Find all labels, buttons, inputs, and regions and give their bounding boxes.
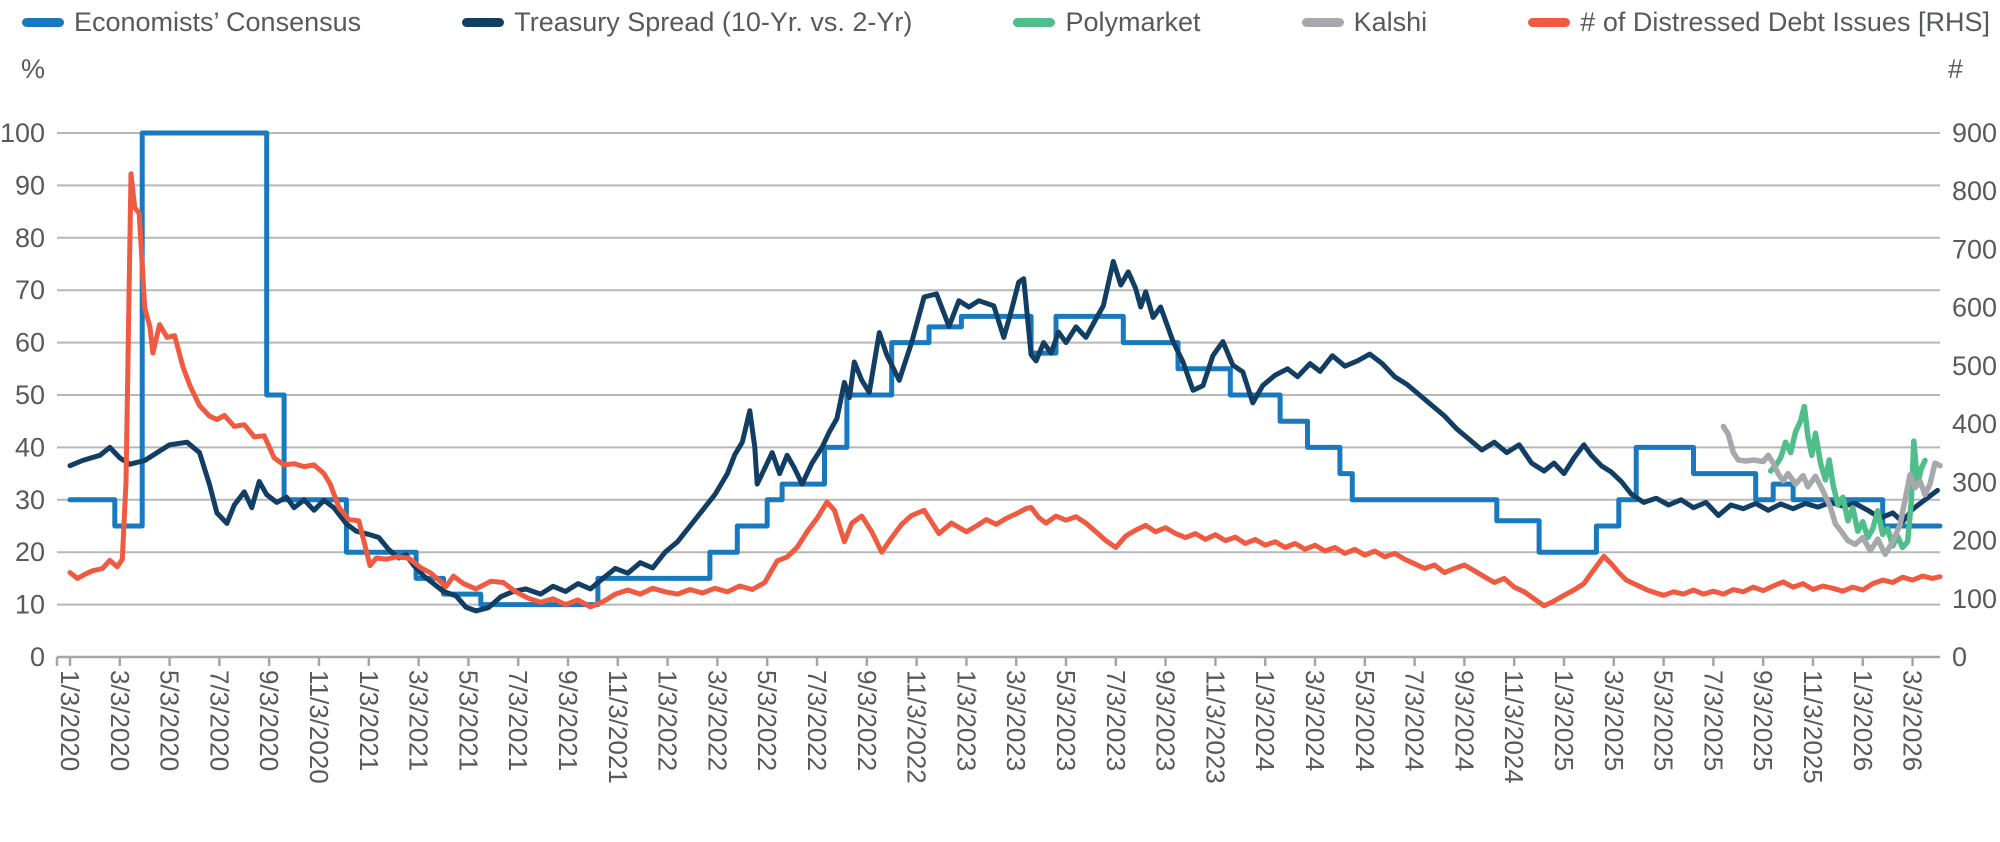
series-kalshi [1720,423,1943,558]
legend-label: # of Distressed Debt Issues [RHS] [1580,6,1990,37]
y-axis-left-label: 30 [15,485,45,515]
x-axis-label: 9/3/2025 [1748,670,1778,771]
x-axis-label: 3/3/2024 [1300,670,1330,771]
y-axis-left-label: 40 [15,432,45,462]
x-axis-label: 11/3/2022 [902,670,932,784]
x-axis-label: 3/3/2026 [1898,670,1928,771]
y-axis-right-label: 100 [1952,584,1997,614]
series-of-distressed-debt-issues-rhs [67,171,1943,610]
x-axis-label: 9/3/2020 [254,670,284,771]
x-axis-label: 3/3/2025 [1599,670,1629,771]
legend-swatch-icon [1013,17,1056,27]
x-axis-label: 1/3/2026 [1848,670,1878,771]
x-axis-label: 7/3/2023 [1101,670,1131,771]
x-axis-label: 11/3/2020 [304,670,334,784]
y-axis-left-label: 50 [15,380,45,410]
y-axis-left-label: 80 [15,223,45,253]
x-axis-label: 9/3/2024 [1449,670,1479,771]
x-axis-label: 9/3/2021 [553,670,583,771]
x-axis-label: 7/3/2025 [1698,670,1728,771]
legend-label: Polymarket [1065,6,1201,37]
x-axis-label: 1/3/2023 [951,670,981,771]
x-axis-label: 1/3/2020 [55,670,85,771]
x-axis-label: 1/3/2022 [653,670,683,771]
series-treasury-spread-10-yr-vs-2-yr [67,258,1940,614]
x-axis-label: 9/3/2022 [852,670,882,771]
x-axis-label: 7/3/2022 [802,670,832,771]
x-axis-label: 5/3/2021 [453,670,483,771]
legend-item-2[interactable]: Polymarket [1013,6,1201,38]
x-axis-label: 7/3/2021 [503,670,533,771]
legend-swatch-icon [1301,17,1344,27]
y-axis-left-label: 70 [15,275,45,305]
x-axis-label: 3/3/2023 [1001,670,1031,771]
legend-item-0[interactable]: Economists’ Consensus [22,7,361,38]
legend-item-3[interactable]: Kalshi [1301,6,1428,38]
legend-item-4[interactable]: # of Distressed Debt Issues [RHS] [1528,7,1990,38]
x-axis-label: 5/3/2023 [1051,670,1081,771]
x-axis-label: 11/3/2021 [603,670,633,784]
y-axis-right-label: 600 [1952,293,1997,323]
x-axis-label: 11/3/2025 [1798,670,1828,784]
x-axis-label: 5/3/2020 [155,670,185,771]
x-axis-label: 11/3/2024 [1499,670,1529,784]
y-axis-right-label: 300 [1952,467,1997,497]
y-axis-right-label: 200 [1952,526,1997,556]
x-axis-label: 1/3/2021 [354,670,384,771]
y-axis-right-label: 400 [1952,409,1997,439]
x-axis-label: 11/3/2023 [1200,670,1230,784]
y-axis-left-label: 20 [15,537,45,567]
legend-swatch-icon [22,17,64,27]
x-axis-label: 3/3/2021 [404,670,434,771]
x-axis-label: 9/3/2023 [1151,670,1181,771]
x-axis-label: 5/3/2024 [1350,670,1380,771]
legend-label: Treasury Spread (10-Yr. vs. 2-Yr) [514,6,913,37]
y-axis-right-label: 0 [1952,642,1967,672]
y-axis-left-header: % [21,54,45,84]
x-axis-label: 1/3/2025 [1549,670,1579,771]
x-axis-label: 5/3/2022 [752,670,782,771]
y-axis-right-label: 700 [1952,234,1997,264]
gridlines [57,132,1940,606]
y-axis-right-label: 500 [1952,351,1997,381]
x-axis-labels: 1/3/2020 3/3/2020 5/3/2020 7/3/2020 9/3/2020… [55,670,1928,784]
legend-item-1[interactable]: Treasury Spread (10-Yr. vs. 2-Yr) [462,7,912,38]
series-polymarket [1767,403,1928,551]
x-axis-label: 3/3/2020 [105,670,135,771]
y-axis-right-label: 800 [1952,176,1997,206]
x-axis-label: 3/3/2022 [702,670,732,771]
x-axis-label: 1/3/2024 [1250,670,1280,771]
y-axis-right-label: 900 [1952,118,1997,148]
series-economists-consensus [67,130,1943,608]
y-axis-right-header: # [1948,54,1963,84]
x-axis-label: 5/3/2025 [1649,670,1679,771]
x-axis-label: 7/3/2020 [204,670,234,771]
y-axis-left-label: 0 [30,642,45,672]
legend-swatch-icon [1528,17,1571,27]
legend-label: Kalshi [1353,6,1428,37]
y-axis-left-label: 100 [0,118,45,148]
x-axis-label: 7/3/2024 [1400,670,1430,771]
y-axis-left-label: 60 [15,328,45,358]
legend-label: Economists’ Consensus [74,6,362,37]
y-axis-left-label: 10 [15,590,45,620]
y-axis-left-label: 90 [15,170,45,200]
legend-swatch-icon [462,17,505,27]
x-axis [55,655,1940,666]
y-axis-right-labels: #900 800 700 600 500 400 300 200 100 0 [1948,54,1997,672]
chart-legend: Economists’ Consensus Treasury Spread (10… [22,4,1990,40]
